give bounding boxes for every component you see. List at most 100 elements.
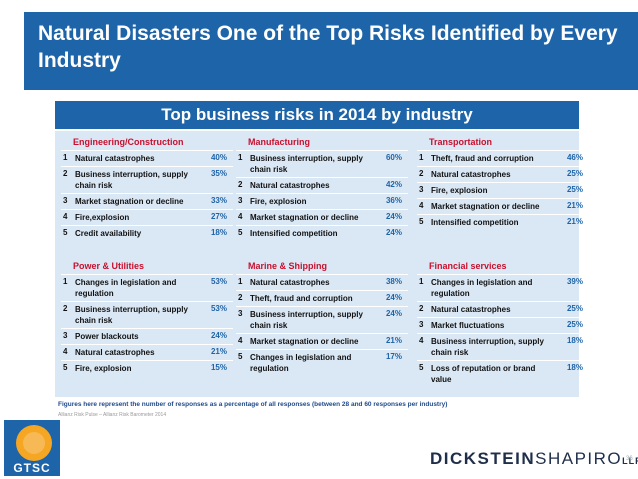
risk-row: 4 Natural catastrophes 21% — [61, 344, 233, 360]
risk-label: Market fluctuations — [431, 321, 505, 330]
figure-title: Top business risks in 2014 by industry — [55, 101, 579, 129]
risk-label: Intensified competition — [431, 218, 519, 227]
risk-rank: 1 — [63, 153, 68, 162]
risk-label: Fire, explosion — [431, 186, 488, 195]
industry-name: Financial services — [429, 261, 507, 271]
risk-row: 2 Natural catastrophes 25% — [417, 301, 589, 317]
risk-rank: 3 — [63, 331, 68, 340]
industry-block: Transportation 1 Theft, fraud and corrupti… — [417, 135, 589, 230]
risk-label: Natural catastrophes — [250, 278, 330, 287]
risk-percent: 25% — [566, 185, 583, 194]
risk-percent: 24% — [210, 331, 227, 340]
risk-rank: 1 — [419, 277, 424, 286]
risk-percent: 46% — [566, 153, 583, 162]
risk-rank: 4 — [238, 212, 243, 221]
risk-label: Power blackouts — [75, 332, 139, 341]
risk-percent: 42% — [385, 180, 402, 189]
risk-rank: 3 — [419, 185, 424, 194]
risk-rank: 2 — [419, 169, 424, 178]
page-number: 36 — [626, 456, 633, 462]
risk-row: 2 Natural catastrophes 25% — [417, 166, 589, 182]
risk-percent: 21% — [385, 336, 402, 345]
industry-name: Engineering/Construction — [73, 137, 184, 147]
risk-rank: 3 — [238, 196, 243, 205]
risk-percent: 21% — [566, 217, 583, 226]
risk-rank: 5 — [419, 217, 424, 226]
firm-name-light: SHAPIRO — [535, 449, 623, 468]
risk-row: 2 Business interruption, supply chain ris… — [61, 301, 233, 328]
risk-table-figure: Top business risks in 2014 by industry E… — [52, 97, 589, 426]
risk-row: 1 Business interruption, supply chain ris… — [236, 150, 408, 177]
risk-rank: 4 — [419, 336, 424, 345]
risk-rank: 2 — [63, 169, 68, 178]
risk-rank: 3 — [238, 309, 243, 318]
risk-label: Natural catastrophes — [431, 170, 511, 179]
risk-label: Market stagnation or decline — [75, 197, 184, 206]
risk-percent: 24% — [385, 293, 402, 302]
industry-block: Manufacturing 1 Business interruption, sup… — [236, 135, 408, 241]
industry-name: Manufacturing — [248, 137, 310, 147]
risk-row: 3 Fire, explosion 25% — [417, 182, 589, 198]
industry-name: Transportation — [429, 137, 493, 147]
risk-label: Business interruption, supply chain risk — [431, 337, 544, 357]
risk-label: Credit availability — [75, 229, 142, 238]
risk-row: 4 Market stagnation or decline 24% — [236, 209, 408, 225]
risk-rank: 5 — [419, 363, 424, 372]
risk-row: 2 Business interruption, supply chain ris… — [61, 166, 233, 193]
risk-rank: 4 — [63, 212, 68, 221]
risk-label: Natural catastrophes — [431, 305, 511, 314]
risk-rank: 2 — [419, 304, 424, 313]
risk-row: 3 Market stagnation or decline 33% — [61, 193, 233, 209]
figure-source: Allianz Risk Pulse – Allianz Risk Barome… — [58, 412, 167, 418]
risk-label: Market stagnation or decline — [250, 213, 359, 222]
risk-rank: 2 — [238, 180, 243, 189]
firm-suffix: LLP — [622, 456, 638, 466]
risk-rank: 5 — [63, 363, 68, 372]
risk-percent: 18% — [566, 336, 583, 345]
risk-percent: 38% — [385, 277, 402, 286]
risk-percent: 40% — [210, 153, 227, 162]
risk-rank: 5 — [238, 228, 243, 237]
risk-row: 1 Changes in legislation and regulation 39… — [417, 274, 589, 301]
risk-label: Business interruption, supply chain risk — [75, 305, 188, 325]
risk-label: Intensified competition — [250, 229, 338, 238]
risk-percent: 17% — [385, 352, 402, 361]
risk-percent: 27% — [210, 212, 227, 221]
risk-percent: 53% — [210, 277, 227, 286]
risk-percent: 60% — [385, 153, 402, 162]
risk-percent: 25% — [566, 169, 583, 178]
firm-name-bold: DICKSTEIN — [430, 449, 536, 468]
risk-row: 3 Market fluctuations 25% — [417, 317, 589, 333]
risk-percent: 53% — [210, 304, 227, 313]
risk-percent: 18% — [210, 228, 227, 237]
risk-label: Fire,explosion — [75, 213, 130, 222]
risk-percent: 21% — [566, 201, 583, 210]
risk-row: 5 Changes in legislation and regulation 17… — [236, 349, 408, 376]
industry-block: Power & Utilities 1 Changes in legislation… — [61, 259, 233, 376]
risk-label: Fire, explosion — [75, 364, 132, 373]
slide-title: Natural Disasters One of the Top Risks I… — [38, 22, 618, 72]
firm-brand: DICKSTEINSHAPIROLLP — [430, 449, 638, 469]
gtsc-logo-icon — [4, 420, 60, 476]
risk-label: Fire, explosion — [250, 197, 307, 206]
risk-percent: 18% — [566, 363, 583, 372]
risk-percent: 24% — [385, 212, 402, 221]
risk-label: Business interruption, supply chain risk — [250, 310, 363, 330]
risk-row: 1 Natural catastrophes 38% — [236, 274, 408, 290]
risk-label: Changes in legislation and regulation — [431, 278, 533, 298]
risk-rank: 5 — [238, 352, 243, 361]
risk-row: 4 Market stagnation or decline 21% — [236, 333, 408, 349]
slide-header: Natural Disasters One of the Top Risks I… — [24, 12, 638, 90]
risk-label: Loss of reputation or brand value — [431, 364, 536, 384]
risk-rank: 1 — [63, 277, 68, 286]
risk-row: 5 Intensified competition 24% — [236, 225, 408, 241]
risk-row: 1 Changes in legislation and regulation 53… — [61, 274, 233, 301]
risk-label: Market stagnation or decline — [431, 202, 540, 211]
risk-label: Natural catastrophes — [75, 154, 155, 163]
risk-percent: 39% — [566, 277, 583, 286]
risk-row: 1 Natural catastrophes 40% — [61, 150, 233, 166]
logo-text: GTSC — [13, 461, 51, 475]
industry-block: Engineering/Construction 1 Natural catastr… — [61, 135, 233, 241]
risk-rank: 3 — [63, 196, 68, 205]
risk-label: Business interruption, supply chain risk — [250, 154, 363, 174]
